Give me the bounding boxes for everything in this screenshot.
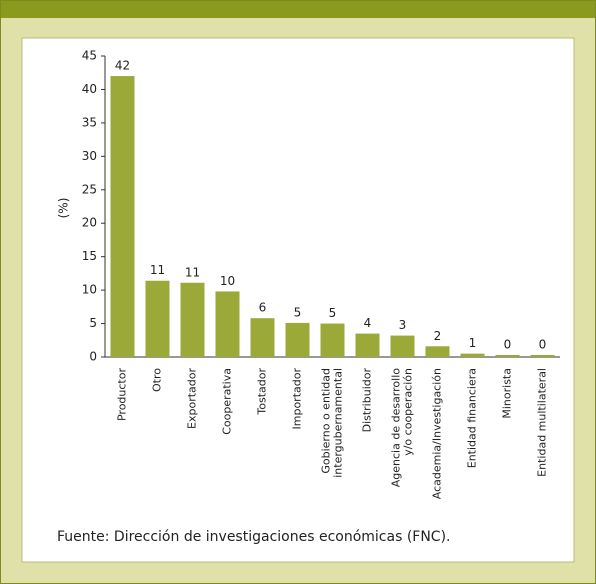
bar	[495, 354, 520, 357]
value-label: 6	[259, 301, 267, 315]
x-tick-label: Productor	[116, 368, 129, 421]
value-label: 0	[504, 337, 512, 351]
y-tick-label: 15	[82, 249, 97, 263]
bar	[215, 291, 240, 357]
y-tick-label: 30	[82, 149, 97, 163]
x-tick-label: Otro	[151, 368, 164, 392]
y-tick-label: 45	[82, 49, 97, 63]
y-axis-label: (%)	[57, 198, 71, 219]
bar	[320, 323, 345, 357]
value-label: 11	[150, 263, 165, 277]
bar	[285, 322, 310, 357]
x-tick-label: Exportador	[186, 368, 199, 429]
value-label: 11	[185, 265, 200, 279]
bar	[355, 333, 380, 357]
x-tick-label: Entidad financiera	[466, 368, 479, 468]
x-tick-label: Tostador	[256, 368, 269, 416]
value-label: 3	[399, 318, 407, 332]
x-tick-label: Distribuidor	[361, 368, 374, 433]
bar	[530, 354, 555, 357]
x-tick-label: Agencia de desarrolloy/o cooperación	[390, 368, 415, 488]
value-label: 10	[220, 274, 235, 288]
bar	[110, 76, 135, 358]
x-tick-label: Minorista	[501, 368, 514, 419]
y-tick-label: 25	[82, 182, 97, 196]
header-bar	[0, 0, 596, 18]
bar	[180, 282, 205, 357]
source-note: Fuente: Dirección de investigaciones eco…	[57, 529, 451, 545]
value-label: 5	[329, 306, 337, 320]
y-tick-label: 35	[82, 115, 97, 129]
y-tick-label: 20	[82, 216, 97, 230]
x-tick-label: Gobierno o entidadintergubernamental	[320, 368, 345, 478]
x-tick-label: Entidad multilateral	[536, 368, 549, 477]
y-tick-label: 5	[89, 316, 97, 330]
y-tick-label: 10	[82, 283, 97, 297]
x-tick-label: Importador	[291, 368, 304, 430]
value-label: 0	[539, 337, 547, 351]
y-tick-label: 0	[89, 350, 97, 364]
bar	[425, 346, 450, 357]
value-label: 42	[115, 59, 130, 73]
y-tick-label: 40	[82, 82, 97, 96]
x-tick-label: Cooperativa	[221, 368, 234, 435]
value-label: 4	[364, 316, 372, 330]
bar	[460, 353, 485, 357]
bar	[145, 280, 170, 357]
value-label: 5	[294, 305, 302, 319]
bar	[390, 335, 415, 357]
value-label: 1	[469, 336, 477, 350]
value-label: 2	[434, 329, 442, 343]
bar	[250, 318, 275, 357]
x-tick-label: Academia/Investigación	[431, 368, 444, 499]
